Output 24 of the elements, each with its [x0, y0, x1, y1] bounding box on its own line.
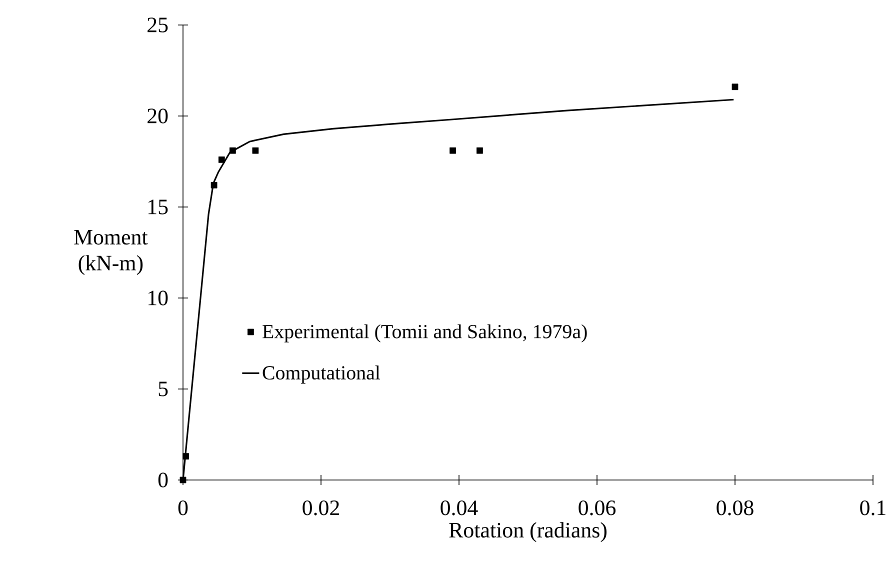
x-tick-label: 0.08 — [716, 500, 754, 516]
y-tick-label: 5 — [158, 382, 168, 396]
y-axis-title: Moment (kN-m) — [74, 230, 148, 275]
y-tick-label: 10 — [148, 290, 168, 306]
point — [450, 147, 456, 154]
x-axis-title: Rotation (radians) — [449, 522, 607, 542]
point — [218, 156, 225, 163]
legend-label: Computational — [262, 366, 380, 384]
x-tick-label: 0.04 — [440, 500, 478, 516]
point — [210, 182, 218, 188]
x-tick-label: 0 — [178, 500, 188, 516]
x-tick-label: 0.02 — [302, 500, 339, 516]
point — [182, 453, 189, 460]
point — [476, 147, 483, 154]
point — [732, 84, 738, 90]
y-tick-label: 20 — [148, 108, 168, 124]
point — [252, 147, 259, 154]
y-tick-label: 15 — [148, 200, 168, 214]
x-tick-label: 0.1 — [860, 500, 886, 516]
point — [230, 147, 236, 154]
y-tick-label: 0 — [158, 472, 168, 488]
legend-label: Experimental (Tomii and Sakino, 1979a) — [262, 324, 587, 342]
x-tick-label: 0.06 — [578, 500, 616, 516]
y-tick-label: 25 — [148, 18, 168, 32]
